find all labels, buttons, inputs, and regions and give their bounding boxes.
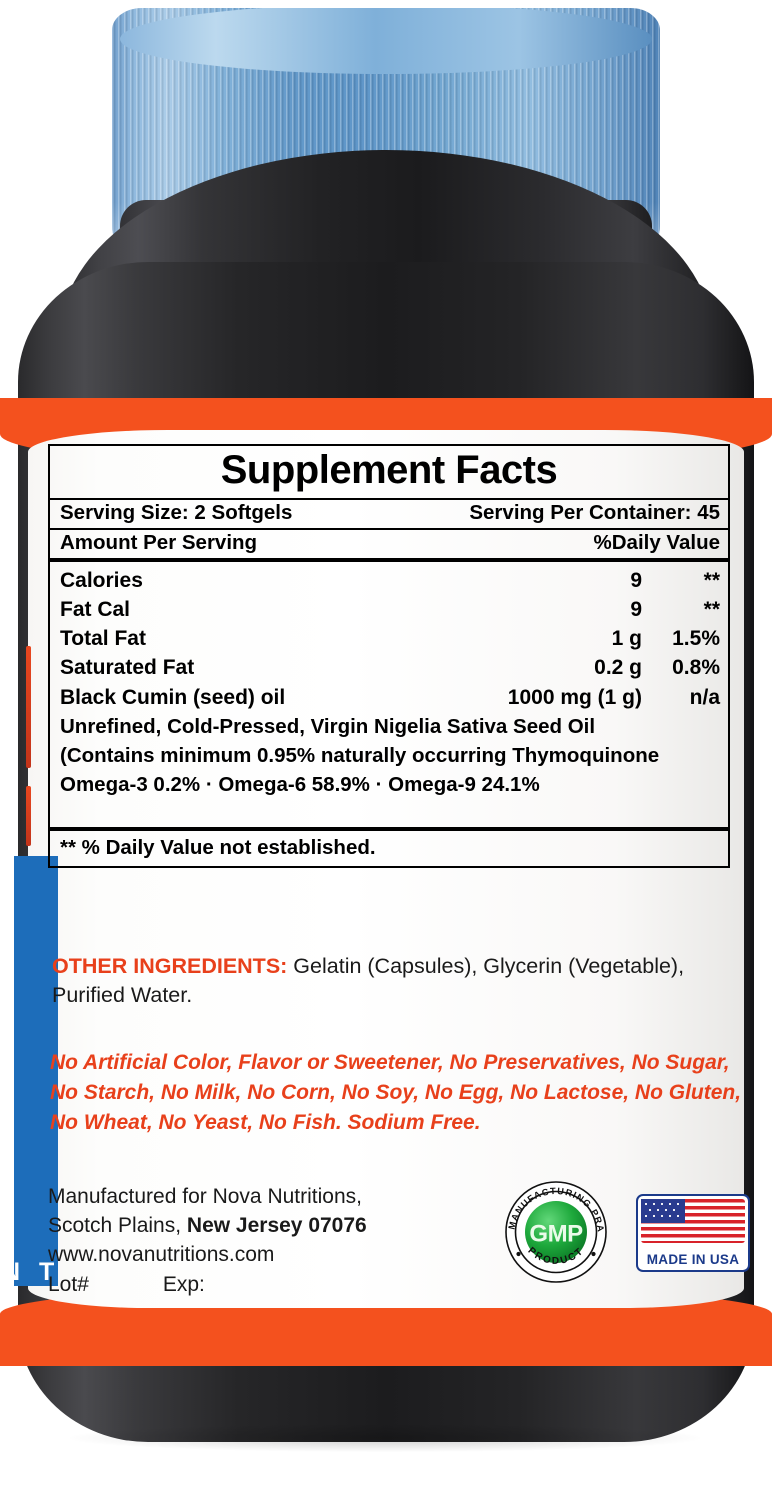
manufacturer-block: Manufactured for Nova Nutritions, Scotch… bbox=[48, 1182, 478, 1299]
amount-per-serving-label: Amount Per Serving bbox=[60, 530, 258, 554]
nutrient-daily-value: n/a bbox=[689, 685, 720, 709]
nutrient-name: Total Fat bbox=[60, 627, 146, 651]
wrapped-label-mark bbox=[26, 646, 31, 768]
nutrient-name: Black Cumin (seed) oil bbox=[60, 685, 286, 709]
flag-stars bbox=[643, 1201, 683, 1221]
manufacturer-city: Scotch Plains, bbox=[48, 1214, 187, 1238]
serving-size: Serving Size: 2 Softgels bbox=[60, 500, 293, 524]
other-ingredients-value: Gelatin (Capsules), Glycerin (Vegetable)… bbox=[52, 954, 685, 1007]
nutrient-daily-value: 1.5% bbox=[672, 627, 720, 651]
nutrient-amount: 9 bbox=[630, 568, 642, 592]
gmp-seal-icon: GOOD MANUFACTURING PRACTICE PRODUCT GMP bbox=[500, 1172, 607, 1283]
label-white-panel bbox=[28, 430, 744, 1308]
gmp-seal: GOOD MANUFACTURING PRACTICE PRODUCT GMP bbox=[500, 1172, 608, 1284]
cap-top-surface bbox=[120, 8, 652, 74]
lot-exp-line: Lot# Exp: bbox=[48, 1270, 478, 1299]
nutrient-name: Saturated Fat bbox=[60, 656, 195, 680]
nutrient-rows: Calories 9 ** Fat Cal 9 ** Total Fat 1 g… bbox=[50, 562, 728, 828]
daily-value-header: %Daily Value bbox=[593, 530, 720, 554]
usa-flag-icon bbox=[641, 1199, 745, 1243]
svg-text:GMP: GMP bbox=[529, 1221, 583, 1248]
ingredient-description-line: Unrefined, Cold-Pressed, Virgin Nigelia … bbox=[60, 714, 596, 738]
label-blue-edge-strip bbox=[14, 856, 58, 1286]
nutrient-amount: 1000 mg (1 g) bbox=[507, 685, 642, 709]
free-from-claims: No Artificial Color, Flavor or Sweetener… bbox=[50, 1051, 742, 1134]
manufacturer-line-1: Manufactured for Nova Nutritions, bbox=[48, 1185, 362, 1208]
table-row: Total Fat 1 g 1.5% bbox=[50, 624, 728, 653]
spacer bbox=[50, 799, 728, 825]
table-row: Calories 9 ** bbox=[50, 566, 728, 595]
ingredient-description-line: Omega-3 0.2% · Omega-6 58.9% · Omega-9 2… bbox=[60, 773, 540, 797]
table-row: Fat Cal 9 ** bbox=[50, 595, 728, 624]
nutrient-amount: 0.2 g bbox=[594, 656, 642, 680]
other-ingredients-label: OTHER INGREDIENTS: bbox=[52, 954, 288, 978]
other-ingredients-block: OTHER INGREDIENTS: Gelatin (Capsules), G… bbox=[52, 952, 742, 1009]
manufacturer-line-2: Scotch Plains, New Jersey 07076 bbox=[48, 1211, 478, 1240]
ingredient-description-line: (Contains minimum 0.95% naturally occurr… bbox=[60, 744, 660, 768]
nutrient-amount: 9 bbox=[630, 597, 642, 621]
serving-per-container: Serving Per Container: 45 bbox=[469, 500, 720, 524]
wrapped-label-text: N T bbox=[2, 1258, 61, 1286]
supplement-facts-panel: Supplement Facts Serving Size: 2 Softgel… bbox=[48, 444, 730, 869]
manufacturer-website: www.novanutritions.com bbox=[48, 1243, 275, 1267]
made-in-usa-text: MADE IN USA bbox=[646, 1252, 740, 1267]
bottle-shadow bbox=[70, 1424, 700, 1452]
table-row: Black Cumin (seed) oil 1000 mg (1 g) n/a bbox=[50, 683, 728, 712]
nutrient-daily-value: 0.8% bbox=[672, 656, 720, 680]
serving-row: Serving Size: 2 Softgels Serving Per Con… bbox=[50, 500, 728, 530]
daily-value-footnote: ** % Daily Value not established. bbox=[50, 827, 728, 866]
nutrient-daily-value: ** bbox=[703, 597, 720, 621]
lot-label: Lot# bbox=[48, 1272, 89, 1296]
nutrient-amount: 1 g bbox=[611, 627, 642, 651]
manufacturer-state-zip: New Jersey 07076 bbox=[186, 1214, 367, 1238]
supplement-facts-box: Supplement Facts Serving Size: 2 Softgel… bbox=[48, 444, 730, 869]
exp-label: Exp: bbox=[162, 1272, 205, 1296]
amount-header-row: Amount Per Serving %Daily Value bbox=[50, 530, 728, 562]
supplement-facts-title: Supplement Facts bbox=[50, 446, 728, 500]
nutrient-name: Fat Cal bbox=[60, 597, 131, 621]
table-row: Saturated Fat 0.2 g 0.8% bbox=[50, 653, 728, 682]
wrapped-label-mark bbox=[26, 786, 31, 846]
made-in-usa-badge: MADE IN USA bbox=[636, 1194, 750, 1272]
nutrient-name: Calories bbox=[60, 568, 143, 592]
nutrient-daily-value: ** bbox=[703, 568, 720, 592]
